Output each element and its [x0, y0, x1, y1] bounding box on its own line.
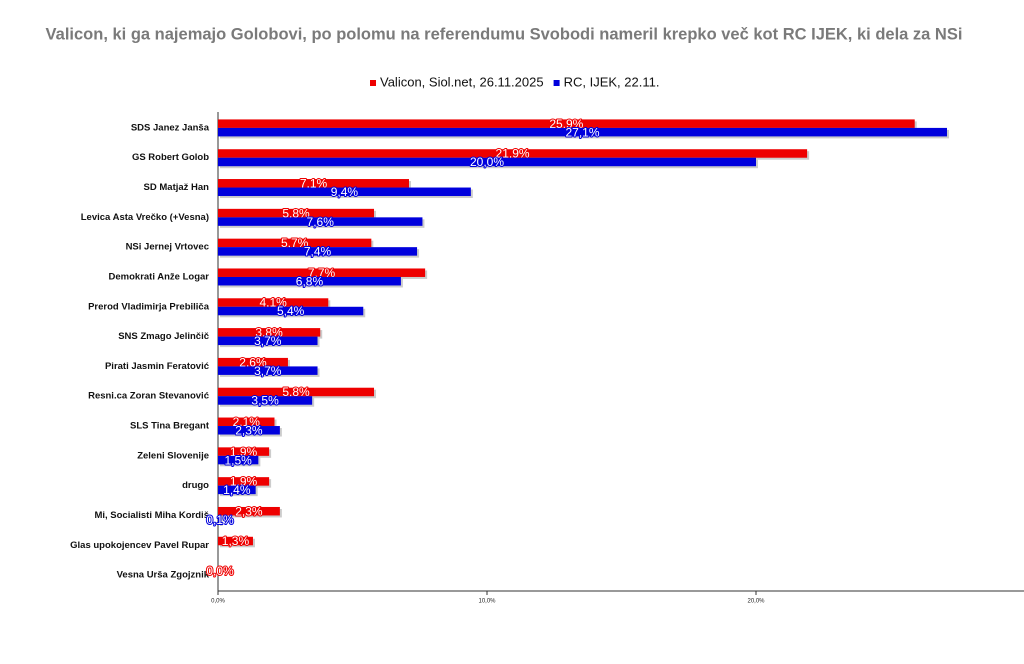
- value-label: 3,7%: [254, 364, 282, 378]
- category-label: Glas upokojencev Pavel Rupar: [70, 540, 209, 551]
- value-label: 0,1%: [206, 513, 234, 527]
- bar: [218, 187, 471, 197]
- bar: [218, 477, 270, 486]
- category-label: Prerod Vladimirja Prebiliča: [88, 301, 210, 312]
- category-label: Demokrati Anže Logar: [109, 271, 210, 282]
- bar: [218, 276, 401, 286]
- bar: [218, 396, 313, 405]
- category-label: SNS Zmago Jelinčič: [118, 331, 209, 342]
- legend-swatch: [553, 80, 560, 86]
- value-label: 7,4%: [304, 245, 332, 259]
- bar: [218, 417, 275, 427]
- bar: [218, 149, 808, 158]
- bar: [218, 447, 270, 456]
- category-label: GS Robert Golob: [132, 152, 209, 163]
- bar: [218, 247, 418, 256]
- category-label: drugo: [182, 480, 209, 491]
- x-tick-label: 0,0%: [211, 599, 225, 605]
- bar: [218, 268, 426, 277]
- bar: [218, 238, 372, 248]
- value-label: 7,1%: [300, 176, 328, 190]
- value-label: 1,9%: [230, 445, 258, 459]
- bar: [218, 208, 375, 218]
- category-label: NSi Jernej Vrtovec: [126, 242, 209, 253]
- bar: [218, 179, 409, 188]
- value-label: 3,5%: [251, 394, 279, 408]
- category-label: Levica Asta Vrečko (+Vesna): [81, 212, 209, 223]
- category-label: Resni.ca Zoran Stevanović: [88, 391, 209, 402]
- bar: [218, 387, 375, 397]
- value-label: 5,8%: [282, 206, 310, 220]
- category-label: SD Matjaž Han: [144, 182, 210, 193]
- value-label: 27,1%: [565, 125, 599, 139]
- bar: [218, 357, 288, 367]
- value-label: 3,7%: [254, 334, 282, 348]
- bar-shadow: [220, 517, 223, 526]
- category-label: Zeleni Slovenije: [137, 450, 209, 461]
- bar: [218, 328, 321, 337]
- value-label: 0,0%: [206, 564, 234, 578]
- bar: [218, 515, 221, 524]
- value-label: 4,1%: [259, 296, 287, 310]
- value-label: 6,8%: [296, 274, 324, 288]
- value-label: 1,9%: [230, 475, 258, 489]
- category-label: Pirati Jasmin Feratović: [105, 361, 209, 372]
- value-label: 2,3%: [235, 423, 263, 437]
- bar: [218, 298, 329, 307]
- value-label: 1,5%: [224, 453, 252, 467]
- chart-title: Valicon, ki ga najemajo Golobovi, po pol…: [46, 25, 963, 43]
- x-tick-label: 10,0%: [478, 599, 496, 605]
- bar: [218, 455, 259, 465]
- bar: [218, 217, 423, 226]
- legend-label: Valicon, Siol.net, 26.11.2025: [380, 74, 544, 89]
- category-label: SLS Tina Bregant: [130, 421, 210, 432]
- value-label: 2,1%: [233, 415, 261, 429]
- bar: [218, 366, 318, 375]
- value-label: 2,3%: [235, 504, 263, 518]
- legend-label: RC, IJEK, 22.11.: [564, 74, 660, 89]
- value-label: 7,7%: [308, 266, 336, 280]
- value-label: 7,6%: [307, 215, 335, 229]
- bar: [218, 157, 756, 167]
- value-label: 5,4%: [277, 304, 305, 318]
- legend-swatch: [370, 80, 376, 86]
- bar: [218, 506, 280, 516]
- value-label: 1,4%: [223, 483, 251, 497]
- bar: [218, 485, 256, 495]
- category-label: Mi, Socialisti Miha Kordiš: [94, 510, 209, 521]
- value-label: 5,8%: [282, 385, 310, 399]
- bar: [218, 426, 280, 435]
- value-label: 2,6%: [239, 355, 267, 369]
- bar: [218, 119, 915, 128]
- value-label: 25,9%: [549, 117, 583, 131]
- value-label: 1,3%: [222, 534, 250, 548]
- bar: [218, 336, 318, 346]
- category-label: SDS Janez Janša: [131, 122, 210, 133]
- x-tick-label: 20,0%: [747, 599, 765, 605]
- value-label: 20,0%: [470, 155, 504, 169]
- value-label: 3,8%: [255, 326, 283, 340]
- bar: [218, 127, 947, 137]
- value-label: 21,9%: [496, 147, 530, 161]
- value-label: 9,4%: [331, 185, 359, 199]
- value-label: 5,7%: [281, 236, 309, 250]
- category-label: Vesna Urša Zgojznik: [117, 570, 210, 581]
- bar: [218, 536, 253, 546]
- bar: [218, 306, 364, 316]
